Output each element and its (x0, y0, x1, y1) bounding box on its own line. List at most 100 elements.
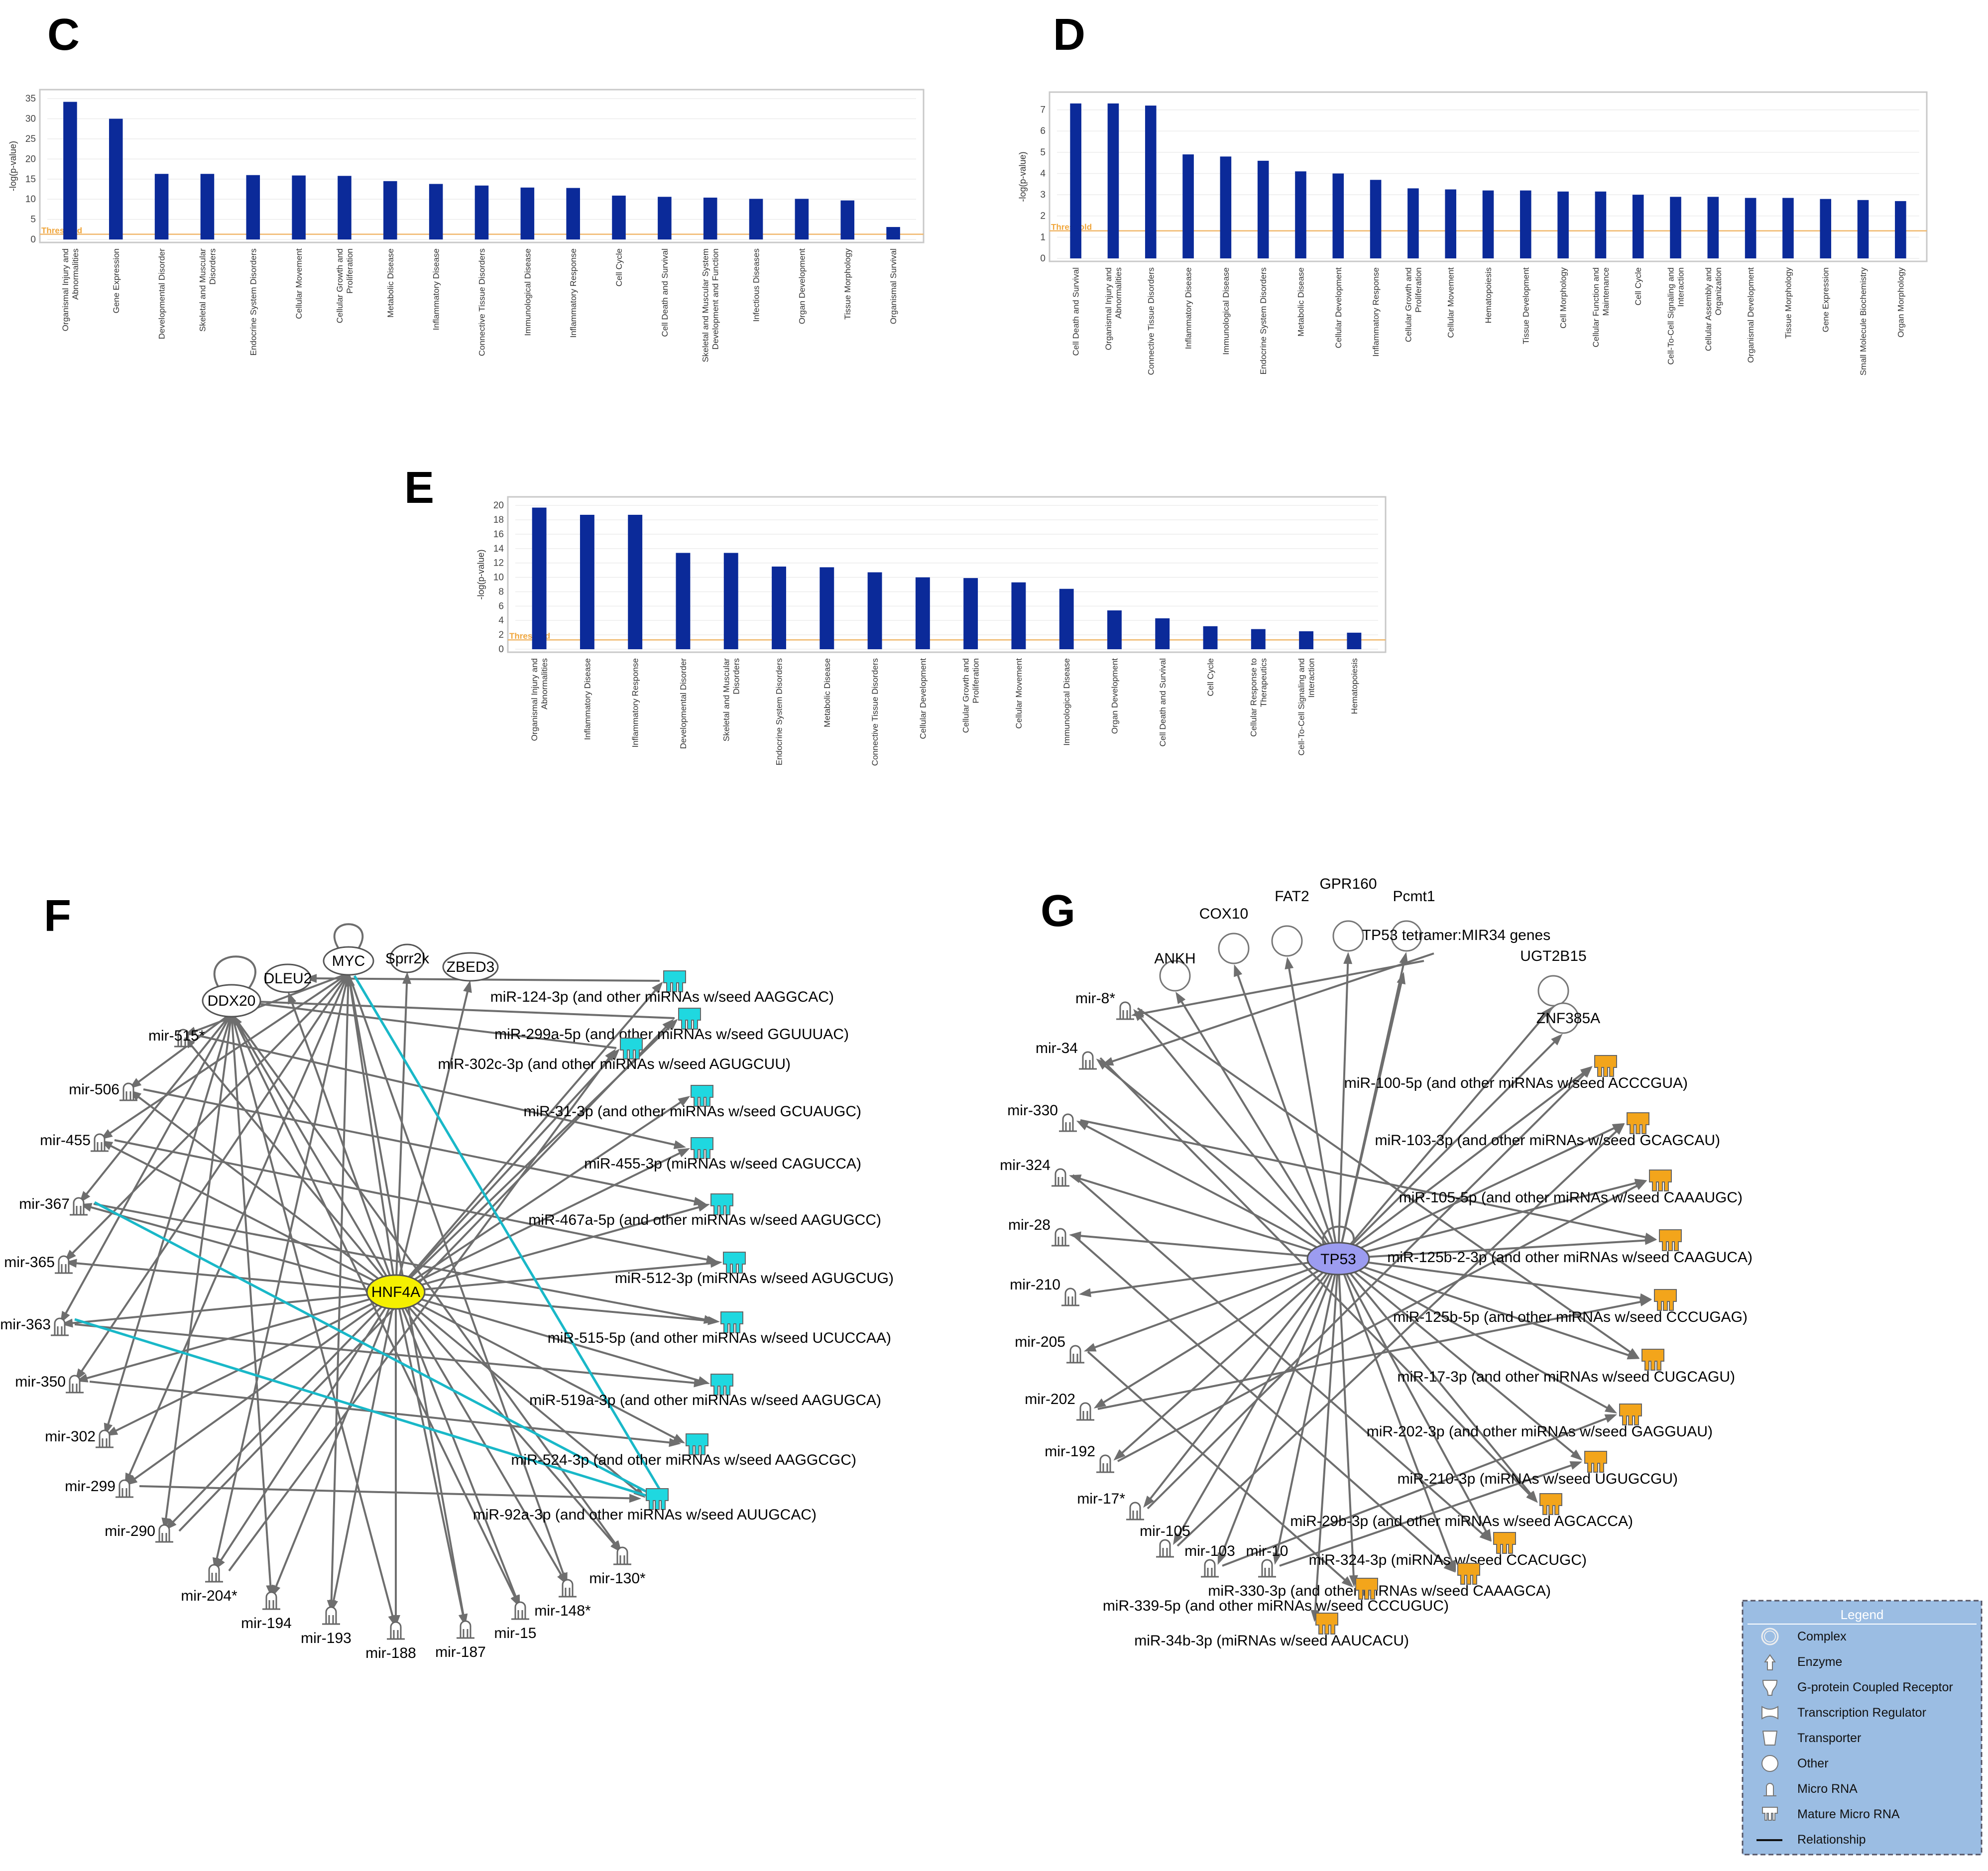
category-label: Cell Death and Survival (1071, 267, 1081, 356)
edge-arrowhead (1397, 971, 1405, 985)
edge (1337, 1039, 1558, 1260)
edge-cyan (74, 1318, 657, 1500)
y-tick-label: 4 (498, 615, 504, 626)
category-label: Tissue Development (1521, 267, 1530, 345)
y-tick-label: 35 (25, 94, 36, 104)
category-label: Cell Cycle (1634, 267, 1643, 306)
edge (114, 1139, 711, 1262)
edge (83, 1012, 233, 1198)
mir-label: mir-17* (1077, 1491, 1125, 1507)
mir-label: mir-367 (19, 1196, 70, 1212)
bar (1670, 197, 1681, 258)
edge (395, 1291, 518, 1600)
micro-rna-icon (51, 1317, 69, 1336)
bar (1070, 103, 1081, 258)
category-label: Cellular Movement (1014, 658, 1024, 729)
micro-rna-icon (66, 1375, 84, 1394)
mature-micro-rna-icon (1594, 1055, 1617, 1077)
edge (1086, 1258, 1339, 1294)
self-loop (1322, 1225, 1355, 1248)
mir-label: mir-290 (105, 1523, 155, 1539)
y-tick-label: 20 (493, 500, 504, 511)
bar (1745, 198, 1756, 258)
mature-mir-label: miR-31-3p (and other miRNAs w/seed GCUAU… (523, 1103, 861, 1120)
transporter-icon (1762, 1731, 1778, 1746)
edge (1337, 1258, 1355, 1580)
micro-rna-icon (1096, 1454, 1114, 1473)
complex-inner-icon (1764, 1631, 1776, 1642)
edge (106, 1013, 233, 1428)
mir-label: mir-105 (1140, 1523, 1190, 1539)
node-fat2-shape (1271, 925, 1303, 957)
mature-mir-label: miR-515-5p (and other miRNAs w/seed UCUC… (548, 1330, 891, 1346)
mir-label: mir-202 (1025, 1391, 1075, 1407)
bar (1632, 195, 1644, 258)
edge (1338, 1258, 1633, 1358)
mir-label: mir-10 (1246, 1543, 1288, 1559)
edge (112, 1291, 396, 1433)
node-pcmt1-shape (1391, 920, 1422, 952)
node-ddx20-shape (202, 984, 261, 1018)
mir-label: mir-148* (534, 1603, 591, 1619)
y-axis-label: -log(p-value) (1018, 151, 1028, 202)
bar (383, 181, 397, 239)
y-tick-label: 4 (1040, 168, 1046, 179)
mature-mir-label: miR-455-3p (miRNAs w/seed CAGUCCA) (584, 1156, 861, 1172)
edge-arrowhead (1175, 991, 1186, 1004)
mir-label: mir-350 (15, 1374, 66, 1390)
mature-mir-label: miR-324-3p (miRNAs w/seed CCACUGC) (1309, 1552, 1587, 1568)
edge (127, 973, 350, 1479)
micro-rna-icon (613, 1546, 631, 1565)
edge (93, 1203, 708, 1321)
self-loop (334, 923, 363, 949)
edge (242, 1000, 675, 1019)
category-label: Endocrine System Disorders (1259, 267, 1268, 374)
node-ugt2b15-label: UGT2B15 (1520, 948, 1586, 964)
y-tick-label: 16 (493, 529, 504, 540)
edge (1337, 1070, 1587, 1260)
mature-micro-rna-icon (678, 1008, 701, 1030)
edge (1091, 1258, 1339, 1350)
mir-label: mir-192 (1045, 1443, 1095, 1460)
edge-arrowhead (1399, 951, 1408, 965)
micro-rna-icon (205, 1564, 223, 1583)
edge (395, 1291, 712, 1322)
network-f: MYC Sprr2k ZBED3 DLEU2 DDX20 HNF4A mir-515* mir… (0, 923, 894, 1661)
edge (1147, 1071, 1588, 1510)
y-tick-label: 3 (1040, 190, 1046, 200)
bar (1332, 173, 1344, 258)
mature-micro-rna-icon (686, 1433, 708, 1455)
node-cox10-shape (1218, 933, 1250, 964)
edge (1275, 1258, 1339, 1557)
edge (1082, 1123, 1339, 1260)
edge (1101, 1062, 1339, 1260)
node-tp53-label: TP53 (1320, 1251, 1356, 1268)
edge (1279, 1463, 1575, 1567)
mir-label: mir-130* (589, 1570, 646, 1587)
mature-mir-label: miR-467a-5p (and other miRNAs w/seed AAG… (528, 1212, 881, 1228)
edge (1338, 1125, 1618, 1260)
gpcr-icon (1762, 1680, 1778, 1696)
edge (395, 1291, 679, 1441)
bar (628, 514, 643, 649)
category-label: Cellular Movement (1446, 267, 1456, 338)
mature-micro-rna-icon (1493, 1532, 1516, 1554)
bar (795, 199, 809, 239)
edge (1314, 1258, 1339, 1615)
mature-mir-label: miR-299a-5p (and other miRNAs w/seed GGU… (494, 1026, 849, 1043)
panel-label-d: D (1053, 10, 1085, 60)
edge (1117, 1183, 1641, 1462)
mature-mir-label: miR-103-3p (and other miRNAs w/seed GCAG… (1375, 1132, 1720, 1149)
mir-label: mir-363 (0, 1316, 51, 1333)
bar (1557, 191, 1569, 258)
bar (429, 184, 443, 239)
bar (1155, 618, 1170, 649)
bar (658, 197, 672, 239)
edge (1072, 1234, 1450, 1568)
edge (1219, 1258, 1339, 1558)
edge (330, 973, 350, 1605)
mir-label: mir-365 (4, 1254, 55, 1271)
micro-rna-icon (1052, 1228, 1069, 1247)
mature-mir-label: miR-302c-3p (and other miRNAs w/seed AGU… (438, 1056, 791, 1072)
bar (1257, 160, 1269, 258)
